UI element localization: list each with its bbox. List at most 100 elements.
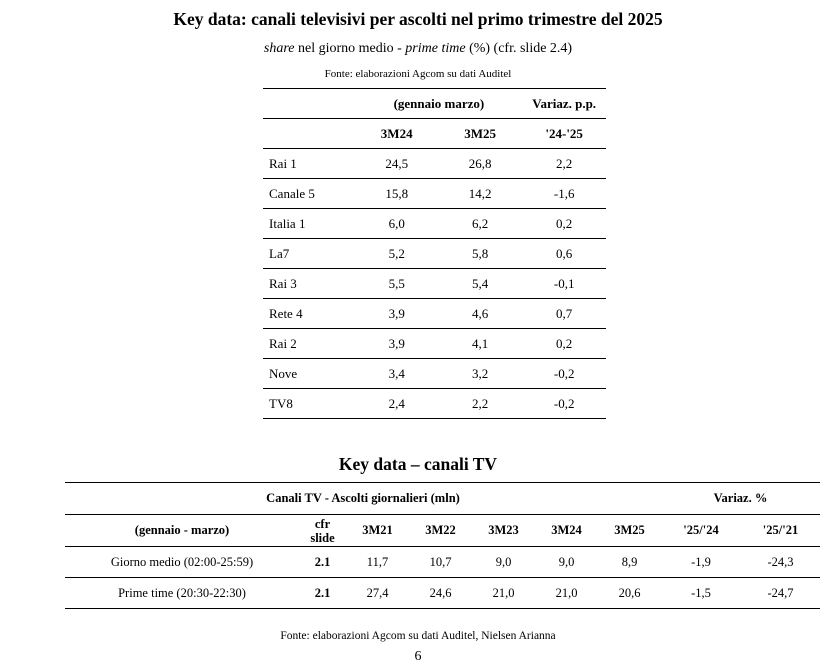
value-3m25: 5,4 xyxy=(437,268,523,299)
table2-header-main: Canali TV - Ascolti giornalieri (mln) xyxy=(65,482,661,515)
value-3m24: 5,2 xyxy=(355,238,438,269)
table1-source: Fonte: elaborazioni Agcom su dati Audite… xyxy=(324,68,512,80)
table2-col-3m25: 3M25 xyxy=(598,514,661,547)
value-3m25: 4,1 xyxy=(437,328,523,359)
channel-name: Italia 1 xyxy=(263,208,356,239)
row-value: 8,9 xyxy=(598,546,661,578)
table1-subtitle: share nel giorno medio - prime time (%) … xyxy=(0,41,836,57)
table2-col-var-25-21: '25/'21 xyxy=(741,514,820,547)
value-variation: -0,2 xyxy=(522,358,606,389)
value-3m24: 3,9 xyxy=(355,298,438,329)
channel-name: Rai 3 xyxy=(263,268,356,299)
table1-header-row-2: 3M24 3M25 '24-'25 xyxy=(263,118,606,149)
value-3m25: 14,2 xyxy=(437,178,523,209)
section-title-tv: Key data – canali TV xyxy=(338,454,498,474)
value-variation: -1,6 xyxy=(522,178,606,209)
table-row: Rai 3 5,5 5,4 -0,1 xyxy=(263,268,606,299)
table-row: La7 5,2 5,8 0,6 xyxy=(263,238,606,269)
row-variation: -24,3 xyxy=(741,546,820,578)
value-variation: 0,2 xyxy=(522,208,606,239)
value-3m25: 3,2 xyxy=(437,358,523,389)
table-row: Italia 1 6,0 6,2 0,2 xyxy=(263,208,606,239)
value-variation: 2,2 xyxy=(522,148,606,179)
subtitle-share: share xyxy=(263,41,295,56)
table1-col-3m24: 3M24 xyxy=(355,118,438,149)
table2-source: Fonte: elaborazioni Agcom su dati Audite… xyxy=(280,630,556,642)
value-3m24: 3,9 xyxy=(355,328,438,359)
row-value: 21,0 xyxy=(535,577,598,609)
table1-header-empty-2 xyxy=(263,118,356,149)
value-variation: 0,7 xyxy=(522,298,606,329)
value-variation: 0,6 xyxy=(522,238,606,269)
value-3m25: 26,8 xyxy=(437,148,523,179)
table1-col-var: '24-'25 xyxy=(522,118,606,149)
value-3m24: 5,5 xyxy=(355,268,438,299)
value-3m25: 4,6 xyxy=(437,298,523,329)
row-label: Prime time (20:30-22:30) xyxy=(65,577,299,609)
value-3m24: 6,0 xyxy=(355,208,438,239)
page-number: 6 xyxy=(414,649,422,664)
table2-header-row-2: (gennaio - marzo) cfr slide 3M21 3M22 3M… xyxy=(65,514,820,547)
channel-name: Rete 4 xyxy=(263,298,356,329)
value-variation: -0,1 xyxy=(522,268,606,299)
tv-audience-table: Canali TV - Ascolti giornalieri (mln) Va… xyxy=(65,482,820,609)
row-slide-ref: 2.1 xyxy=(299,546,346,578)
table2-col-3m24: 3M24 xyxy=(535,514,598,547)
table-row: Rai 1 24,5 26,8 2,2 xyxy=(263,148,606,179)
table-row: Rete 4 3,9 4,6 0,7 xyxy=(263,298,606,329)
value-variation: -0,2 xyxy=(522,388,606,419)
row-value: 9,0 xyxy=(472,546,535,578)
channel-name: TV8 xyxy=(263,388,356,419)
value-3m25: 5,8 xyxy=(437,238,523,269)
value-3m25: 6,2 xyxy=(437,208,523,239)
row-value: 24,6 xyxy=(409,577,472,609)
table2-header-period: (gennaio - marzo) xyxy=(65,514,299,547)
value-3m24: 2,4 xyxy=(355,388,438,419)
channel-name: Canale 5 xyxy=(263,178,356,209)
table-row: TV8 2,4 2,2 -0,2 xyxy=(263,388,606,419)
table2-header-variation: Variaz. % xyxy=(661,482,820,515)
table2-header-row-1: Canali TV - Ascolti giornalieri (mln) Va… xyxy=(65,482,820,515)
table-row: Rai 2 3,9 4,1 0,2 xyxy=(263,328,606,359)
value-variation: 0,2 xyxy=(522,328,606,359)
value-3m24: 15,8 xyxy=(355,178,438,209)
row-variation: -24,7 xyxy=(741,577,820,609)
value-3m24: 24,5 xyxy=(355,148,438,179)
table1-col-3m25: 3M25 xyxy=(437,118,523,149)
page-title: Key data: canali televisivi per ascolti … xyxy=(173,9,663,29)
table-row: Canale 5 15,8 14,2 -1,6 xyxy=(263,178,606,209)
channel-name: Rai 1 xyxy=(263,148,356,179)
table-row: Nove 3,4 3,2 -0,2 xyxy=(263,358,606,389)
table1-header-empty xyxy=(263,88,356,119)
table-row: Giorno medio (02:00-25:59) 2.1 11,7 10,7 9,0… xyxy=(65,546,820,578)
row-value: 10,7 xyxy=(409,546,472,578)
channel-name: Rai 2 xyxy=(263,328,356,359)
table1-header-row-1: (gennaio marzo) Variaz. p.p. xyxy=(263,88,606,119)
channels-share-table: (gennaio marzo) Variaz. p.p. 3M24 3M25 '… xyxy=(263,88,606,419)
row-value: 9,0 xyxy=(535,546,598,578)
value-3m25: 2,2 xyxy=(437,388,523,419)
value-3m24: 3,4 xyxy=(355,358,438,389)
row-value: 27,4 xyxy=(346,577,409,609)
table2-cfr-text: cfr slide xyxy=(310,516,335,545)
row-variation: -1,5 xyxy=(661,577,741,609)
subtitle-prime-time: prime time xyxy=(405,41,466,56)
table2-header-cfr: cfr slide xyxy=(299,514,346,547)
row-slide-ref: 2.1 xyxy=(299,577,346,609)
table2-col-var-25-24: '25/'24 xyxy=(661,514,741,547)
table2-col-3m21: 3M21 xyxy=(346,514,409,547)
table-row: Prime time (20:30-22:30) 2.1 27,4 24,6 21,0 2… xyxy=(65,577,820,609)
channel-name: La7 xyxy=(263,238,356,269)
table1-header-period: (gennaio marzo) xyxy=(355,88,523,119)
row-value: 20,6 xyxy=(598,577,661,609)
subtitle-end: (%) (cfr. slide 2.4) xyxy=(465,41,573,56)
row-value: 11,7 xyxy=(346,546,409,578)
table2-col-3m22: 3M22 xyxy=(409,514,472,547)
table2-col-3m23: 3M23 xyxy=(472,514,535,547)
row-variation: -1,9 xyxy=(661,546,741,578)
channel-name: Nove xyxy=(263,358,356,389)
table1-header-variation: Variaz. p.p. xyxy=(522,88,606,119)
subtitle-mid: nel giorno medio - xyxy=(294,41,406,56)
row-value: 21,0 xyxy=(472,577,535,609)
row-label: Giorno medio (02:00-25:59) xyxy=(65,546,299,578)
